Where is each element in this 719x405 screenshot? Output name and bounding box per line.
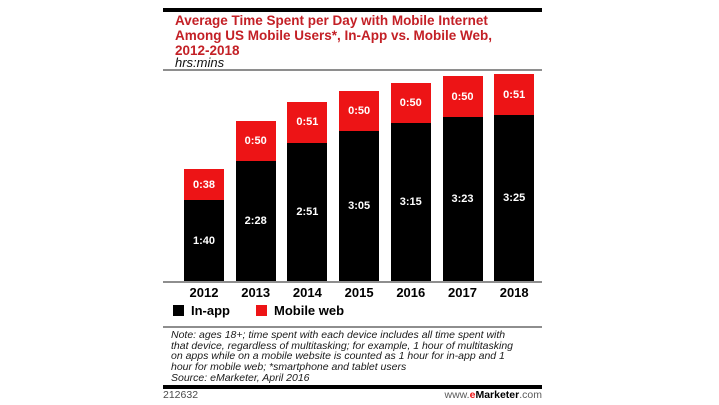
bar-segment-in-app-2017: 3:23 xyxy=(442,116,483,281)
bottom-rule xyxy=(163,385,542,389)
url-brand: Marketer xyxy=(475,389,520,401)
bar-2012: 0:38 1:40 xyxy=(184,169,224,281)
bar-segment-mobile-web-2015: 0:50 xyxy=(339,90,380,132)
bar-segment-mobile-web-2017: 0:50 xyxy=(442,76,483,117)
chart-title: Average Time Spent per Day with Mobile I… xyxy=(175,13,493,58)
legend-swatch-icon xyxy=(173,305,184,316)
x-axis-label-2012: 2012 xyxy=(189,285,219,300)
note-and-source: Note: ages 18+; time spent with each dev… xyxy=(171,329,513,384)
note-divider xyxy=(163,326,542,328)
bar-2013: 0:50 2:28 xyxy=(235,120,276,281)
url-prefix: www. xyxy=(444,389,470,401)
url-e: e xyxy=(469,389,476,401)
bar-segment-in-app-2013: 2:28 xyxy=(235,161,276,281)
bar-segment-in-app-2015: 3:05 xyxy=(339,131,380,281)
plot-area: 0:38 1:40 0:50 2:28 0:51 2:51 0:50 3:05 0:50 3:15… xyxy=(163,73,542,283)
x-axis-label-2013: 2013 xyxy=(241,285,271,300)
bar-2016: 0:50 3:15 xyxy=(390,82,431,281)
footer: 212632 www.eMarketer.com xyxy=(163,389,542,401)
bar-segment-in-app-2018: 3:25 xyxy=(494,115,535,281)
bar-2017: 0:50 3:23 xyxy=(442,76,483,281)
bar-segment-mobile-web-2013: 0:50 xyxy=(235,120,276,162)
bar-segment-in-app-2016: 3:15 xyxy=(390,123,431,281)
legend-swatch-icon xyxy=(256,305,267,316)
chart-units: hrs:mins xyxy=(175,55,225,70)
bar-segment-mobile-web-2012: 0:38 xyxy=(184,169,224,201)
url-suffix: .com xyxy=(519,389,542,401)
chart-id: 212632 xyxy=(163,389,199,401)
legend-label: Mobile web xyxy=(274,303,345,318)
x-axis-label-2018: 2018 xyxy=(499,285,529,300)
bar-segment-in-app-2012: 1:40 xyxy=(184,200,224,281)
bar-segment-in-app-2014: 2:51 xyxy=(287,142,328,281)
legend: In-app Mobile web xyxy=(173,303,344,318)
legend-item-mobile-web: Mobile web xyxy=(256,303,344,318)
x-axis-label-2015: 2015 xyxy=(344,285,374,300)
x-axis: 2012 2013 2014 2015 2016 2017 2018 xyxy=(163,285,542,301)
legend-item-in-app: In-app xyxy=(173,303,230,318)
x-axis-label-2017: 2017 xyxy=(448,285,477,300)
x-axis-label-2016: 2016 xyxy=(396,285,426,300)
bar-segment-mobile-web-2014: 0:51 xyxy=(287,101,328,143)
bar-2015: 0:50 3:05 xyxy=(339,90,380,281)
bar-segment-mobile-web-2018: 0:51 xyxy=(494,74,535,116)
bar-2018: 0:51 3:25 xyxy=(494,74,535,281)
bar-segment-mobile-web-2016: 0:50 xyxy=(390,82,431,124)
top-rule xyxy=(163,8,542,12)
legend-label: In-app xyxy=(191,303,230,318)
website-url: www.eMarketer.com xyxy=(445,389,542,401)
emarketer-chart: Average Time Spent per Day with Mobile I… xyxy=(163,0,542,405)
bar-2014: 0:51 2:51 xyxy=(287,101,328,281)
header-divider xyxy=(163,69,542,71)
x-axis-label-2014: 2014 xyxy=(292,285,322,300)
